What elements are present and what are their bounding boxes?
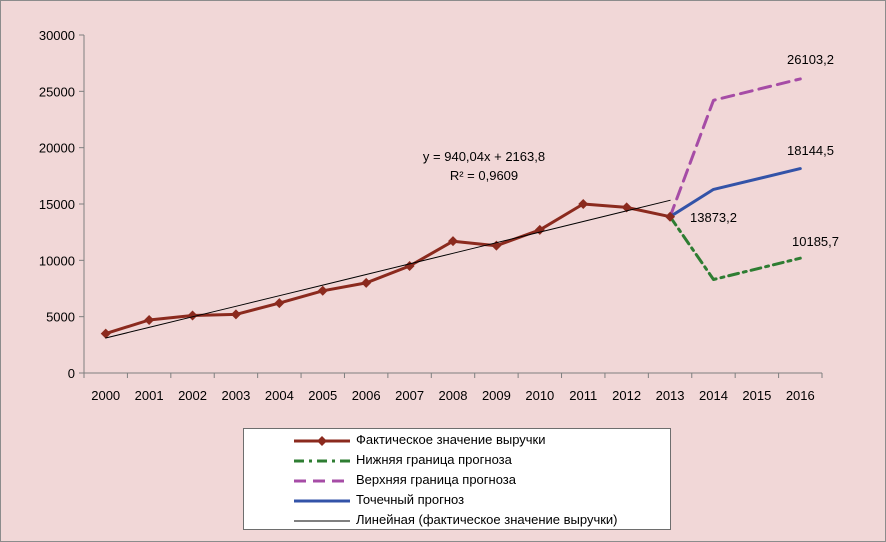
- series-line-4: [105, 199, 671, 339]
- label-2013-value: 13873,2: [690, 210, 737, 225]
- x-tick-label: 2010: [525, 388, 554, 403]
- data-point-marker: [100, 328, 111, 339]
- data-point-marker: [274, 298, 285, 309]
- x-tick-label: 2000: [91, 388, 120, 403]
- x-tick-label: 2007: [395, 388, 424, 403]
- legend: Фактическое значение выручки Нижняя гран…: [243, 428, 671, 530]
- x-tick-label: 2004: [265, 388, 294, 403]
- series-line-1: [668, 215, 802, 281]
- series-line-3: [668, 167, 802, 219]
- y-tick-label: 10000: [39, 253, 75, 268]
- data-point-marker: [361, 277, 372, 288]
- legend-swatch-point: [294, 499, 350, 503]
- legend-swatch-actual: [294, 436, 350, 446]
- y-tick-label: 25000: [39, 84, 75, 99]
- x-tick-label: 2002: [178, 388, 207, 403]
- legend-label-point: Точечный прогноз: [356, 492, 465, 507]
- y-tick-label: 30000: [39, 28, 75, 43]
- series-layer: [100, 77, 802, 339]
- legend-item-upper: Верхняя граница прогноза: [244, 471, 670, 491]
- series-line-2: [668, 77, 802, 219]
- legend-swatch-lower: [294, 459, 350, 463]
- label-upper-2016: 26103,2: [787, 52, 834, 67]
- data-point-marker: [665, 211, 676, 222]
- x-tick-label: 2009: [482, 388, 511, 403]
- legend-swatch-upper: [294, 479, 350, 483]
- data-point-marker: [230, 309, 241, 320]
- legend-swatch-linear: [294, 520, 350, 522]
- x-tick-label: 2015: [742, 388, 771, 403]
- data-point-marker: [144, 315, 155, 326]
- legend-item-lower: Нижняя граница прогноза: [244, 451, 670, 471]
- data-point-marker: [187, 310, 198, 321]
- label-lower-2016: 10185,7: [792, 234, 839, 249]
- data-point-marker: [578, 199, 589, 209]
- x-tick-label: 2001: [135, 388, 164, 403]
- x-tick-label: 2011: [569, 388, 597, 403]
- x-tick-label: 2003: [221, 388, 250, 403]
- y-tick-label: 0: [68, 366, 75, 381]
- x-tick-label: 2012: [612, 388, 641, 403]
- x-tick-label: 2013: [656, 388, 685, 403]
- legend-label-linear: Линейная (фактическое значение выручки): [356, 512, 618, 527]
- legend-label-upper: Верхняя граница прогноза: [356, 472, 516, 487]
- legend-item-point: Точечный прогноз: [244, 491, 670, 511]
- y-tick-label: 5000: [46, 310, 75, 325]
- labels-layer: y = 940,04x + 2163,8 R² = 0,9609 13873,2…: [423, 52, 839, 249]
- axes: 0 5000 10000 15000 20000 25000 30000 2000 2001 20…: [39, 28, 823, 403]
- legend-item-linear: Линейная (фактическое значение выручки): [244, 511, 670, 531]
- x-tick-label: 2016: [786, 388, 815, 403]
- x-tick-label: 2005: [308, 388, 337, 403]
- y-tick-label: 15000: [39, 197, 75, 212]
- data-point-marker: [448, 236, 458, 247]
- legend-label-lower: Нижняя граница прогноза: [356, 452, 512, 467]
- trend-r2: R² = 0,9609: [450, 168, 518, 183]
- trend-equation: y = 940,04x + 2163,8: [423, 149, 545, 164]
- y-tick-label: 20000: [39, 141, 75, 156]
- legend-label-actual: Фактическое значение выручки: [356, 432, 546, 447]
- data-point-marker: [317, 285, 328, 296]
- x-tick-label: 2006: [352, 388, 381, 403]
- legend-item-actual: Фактическое значение выручки: [244, 431, 670, 451]
- x-tick-label: 2008: [439, 388, 468, 403]
- label-point-2016: 18144,5: [787, 143, 834, 158]
- x-tick-label: 2014: [699, 388, 728, 403]
